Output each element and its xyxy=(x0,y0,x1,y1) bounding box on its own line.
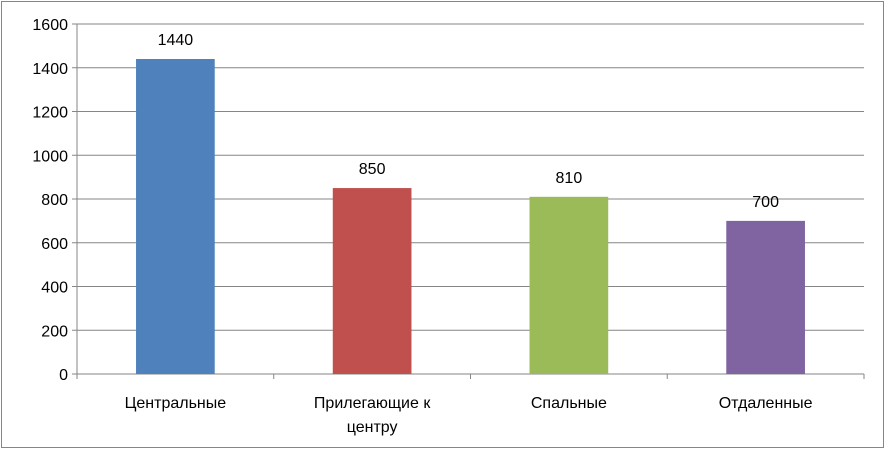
y-tick-label: 1600 xyxy=(32,17,68,34)
data-label: 810 xyxy=(556,170,583,187)
x-tick-labels: Центральные Прилегающие к центру Спальные От… xyxy=(125,395,813,436)
data-labels: 1440 850 810 700 xyxy=(158,32,779,211)
x-tick-label-line: Отдаленные xyxy=(719,395,813,412)
data-label: 700 xyxy=(752,194,779,211)
bar xyxy=(726,220,805,374)
y-tick-label: 1000 xyxy=(32,148,68,165)
y-tick-labels: 0 200 400 600 800 1000 1200 1400 1600 xyxy=(32,17,68,384)
data-label: 850 xyxy=(359,161,386,178)
x-tick-label: Прилегающие к центру xyxy=(314,395,431,436)
y-tick-label: 0 xyxy=(59,367,68,384)
y-tick-label: 1400 xyxy=(32,61,68,78)
x-tick-label-line: центру xyxy=(347,419,398,436)
x-tick-label: Отдаленные xyxy=(719,395,813,412)
x-tick-label: Спальные xyxy=(531,395,607,412)
bar xyxy=(332,188,412,374)
y-tick-label: 800 xyxy=(41,192,68,209)
data-label: 1440 xyxy=(158,32,194,49)
bar xyxy=(136,59,215,374)
y-tick-label: 400 xyxy=(41,280,68,297)
y-tick-label: 200 xyxy=(41,323,68,340)
x-tick-label: Центральные xyxy=(125,395,227,412)
x-tick-label-line: Спальные xyxy=(531,395,607,412)
bars xyxy=(136,59,805,374)
x-tick-label-line: Центральные xyxy=(125,395,227,412)
bar xyxy=(529,196,609,374)
y-tick-label: 600 xyxy=(41,236,68,253)
x-tick-label-line: Прилегающие к xyxy=(314,395,431,412)
y-tick-label: 1200 xyxy=(32,105,68,122)
